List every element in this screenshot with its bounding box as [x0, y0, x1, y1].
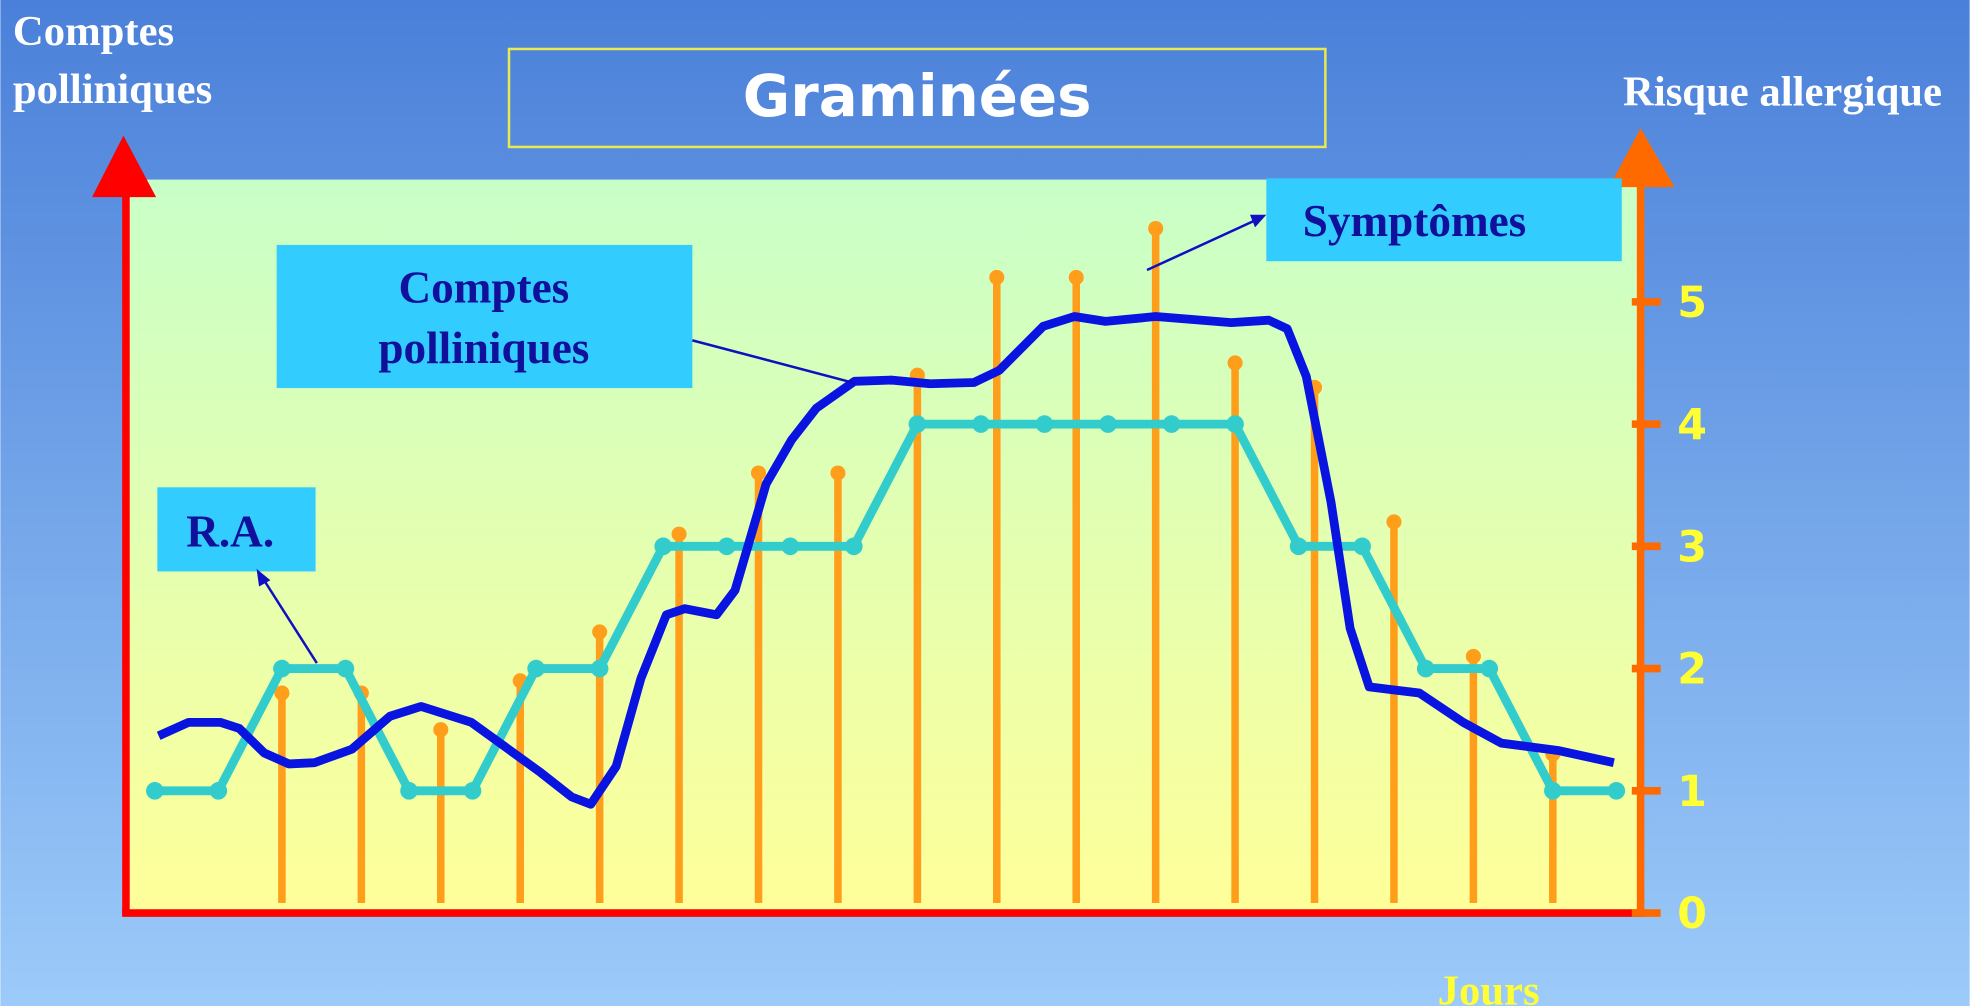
stem-head: [671, 526, 687, 542]
y2-axis-label: Risque allergique: [1623, 68, 1942, 115]
point: [908, 415, 927, 433]
annotation-box: [157, 487, 316, 572]
point: [527, 659, 545, 678]
point: [463, 782, 482, 800]
y2-tick-label: 3: [1677, 522, 1707, 572]
leader-line: [1146, 219, 1255, 272]
y-axis-arrow: [92, 135, 157, 198]
leader-line: [263, 579, 318, 664]
x-axis-label: Jours: [1438, 968, 1540, 1006]
series-line: [156, 312, 1615, 809]
point: [845, 537, 863, 556]
stem-head: [1465, 648, 1481, 664]
point: [1353, 537, 1371, 556]
y2-tick-label: 1: [1677, 767, 1707, 817]
y2-tick-label: 2: [1677, 645, 1707, 695]
stem-head: [830, 465, 846, 481]
arrow-head: [1250, 214, 1267, 228]
stem-head: [1068, 269, 1084, 285]
point: [1607, 782, 1626, 800]
y2-tick-label: 4: [1677, 400, 1707, 450]
stem-head: [989, 269, 1005, 285]
stem-head: [750, 465, 767, 481]
stem-head: [433, 722, 449, 738]
point: [209, 782, 228, 800]
point: [1480, 659, 1499, 678]
point: [654, 537, 672, 556]
stem-head: [1148, 220, 1164, 237]
series-label: Symptômes: [1303, 196, 1527, 246]
point: [1035, 415, 1054, 433]
stem-head: [1386, 514, 1402, 530]
title-box: [507, 47, 1327, 149]
arrow-head: [256, 568, 271, 587]
stem-head: [1227, 355, 1243, 371]
point: [273, 659, 291, 678]
point: [400, 782, 418, 800]
point: [717, 537, 736, 556]
point: [781, 537, 800, 556]
stem-head: [592, 624, 608, 640]
series-line: [154, 419, 1617, 796]
point: [972, 415, 990, 433]
leader-line: [692, 339, 855, 385]
marks: [146, 220, 1626, 904]
point: [1162, 415, 1181, 433]
point: [1544, 782, 1562, 800]
point: [336, 659, 355, 678]
y2-tick-label: 0: [1677, 889, 1707, 939]
point: [1226, 415, 1244, 433]
series-label: R.A.: [186, 506, 274, 556]
y2-axis-arrow: [1609, 128, 1675, 188]
annotation-box: [1266, 178, 1622, 262]
point: [1416, 659, 1435, 678]
point: [590, 659, 609, 678]
series-label: Comptes polliniques: [378, 263, 589, 373]
stem-head: [274, 685, 290, 701]
point: [146, 782, 164, 800]
point: [1099, 415, 1117, 433]
chart-title: Graminées: [743, 62, 1092, 130]
annotation-box: [276, 244, 693, 389]
point: [1289, 537, 1308, 556]
y2-tick-label: 5: [1677, 278, 1707, 328]
y-axis-label: Comptes polliniques: [13, 8, 212, 113]
